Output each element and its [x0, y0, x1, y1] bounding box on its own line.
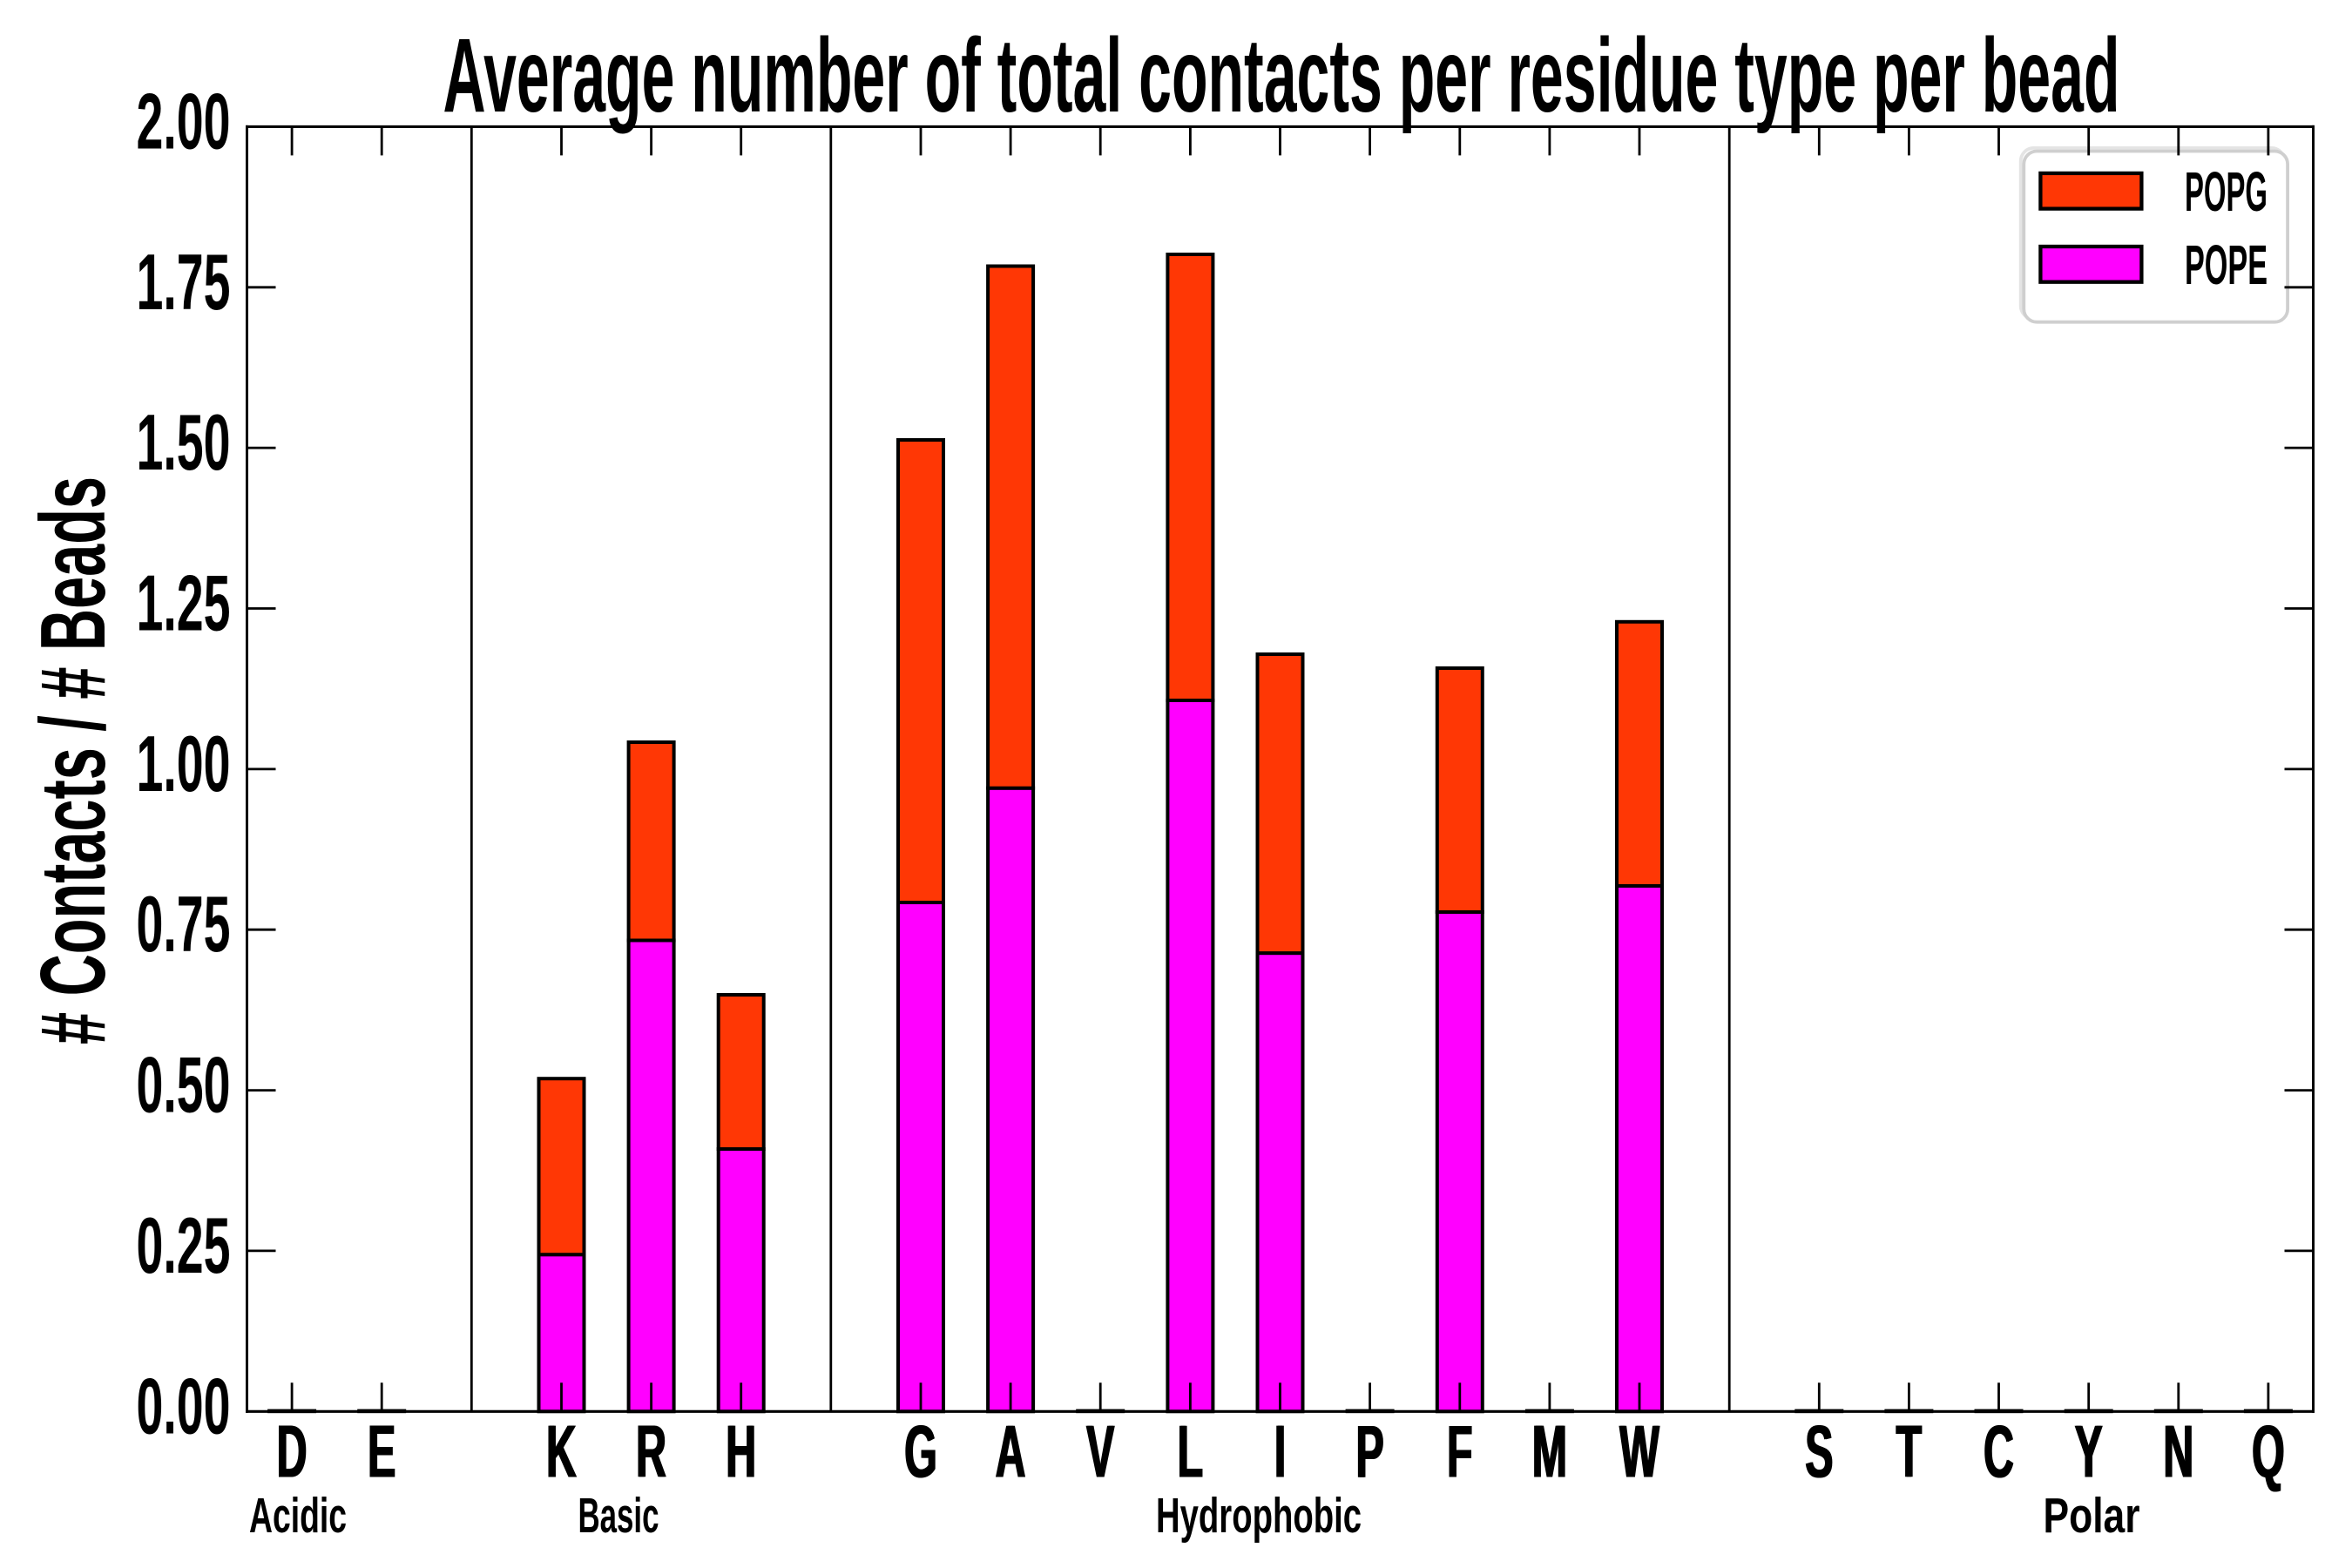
svg-text:F: F — [1448, 1409, 1474, 1493]
svg-text:POPG: POPG — [2185, 160, 2268, 223]
svg-text:Hydrophobic: Hydrophobic — [1156, 1489, 1362, 1544]
svg-text:R: R — [635, 1409, 666, 1493]
svg-text:Average number of total contac: Average number of total contacts per res… — [443, 17, 2120, 134]
svg-text:Acidic: Acidic — [249, 1489, 347, 1544]
svg-text:1.25: 1.25 — [137, 560, 231, 648]
svg-text:W: W — [1620, 1409, 1660, 1493]
svg-text:2.00: 2.00 — [137, 78, 231, 166]
svg-text:D: D — [277, 1409, 308, 1493]
svg-text:I: I — [1275, 1409, 1287, 1493]
svg-text:1.75: 1.75 — [137, 239, 231, 327]
svg-text:D: D — [276, 1409, 307, 1493]
svg-text:S: S — [1806, 1409, 1834, 1493]
svg-text:A: A — [996, 1409, 1026, 1493]
svg-text:C: C — [1984, 1409, 2015, 1493]
svg-text:G: G — [905, 1409, 938, 1493]
svg-text:# Contacts / # Beads: # Contacts / # Beads — [22, 476, 125, 1044]
svg-text:Y: Y — [2075, 1409, 2103, 1493]
svg-text:K: K — [545, 1409, 576, 1493]
svg-text:W: W — [1619, 1409, 1659, 1493]
svg-text:0.00: 0.00 — [137, 1362, 231, 1450]
svg-text:L: L — [1177, 1409, 1203, 1493]
svg-text:POPE: POPE — [2185, 233, 2268, 296]
svg-text:V: V — [1085, 1409, 1113, 1493]
svg-text:T: T — [1896, 1409, 1922, 1493]
svg-text:0.50: 0.50 — [137, 1042, 231, 1130]
svg-text:K: K — [547, 1409, 578, 1493]
svg-text:Q: Q — [2251, 1409, 2284, 1493]
svg-text:V: V — [1087, 1409, 1115, 1493]
svg-text:Q: Q — [2253, 1409, 2286, 1493]
svg-text:Basic: Basic — [578, 1489, 659, 1544]
svg-text:H: H — [727, 1409, 757, 1493]
svg-text:0.25: 0.25 — [137, 1202, 231, 1290]
svg-text:S: S — [1804, 1409, 1832, 1493]
svg-text:F: F — [1446, 1409, 1472, 1493]
svg-text:E: E — [368, 1409, 396, 1493]
svg-text:T: T — [1896, 1409, 1923, 1493]
svg-text:Y: Y — [2074, 1409, 2102, 1493]
svg-text:E: E — [367, 1409, 395, 1493]
svg-text:G: G — [903, 1409, 936, 1493]
svg-text:1.50: 1.50 — [137, 399, 231, 487]
svg-text:P: P — [1356, 1409, 1384, 1493]
svg-text:A: A — [995, 1409, 1025, 1493]
svg-text:M: M — [1531, 1409, 1566, 1493]
svg-text:C: C — [1983, 1409, 2013, 1493]
svg-text:0.75: 0.75 — [137, 881, 231, 969]
svg-text:Polar: Polar — [2044, 1489, 2140, 1544]
svg-text:P: P — [1355, 1409, 1383, 1493]
svg-text:H: H — [725, 1409, 755, 1493]
svg-text:M: M — [1533, 1409, 1568, 1493]
svg-text:N: N — [2164, 1409, 2194, 1493]
svg-text:N: N — [2163, 1409, 2193, 1493]
svg-text:1.00: 1.00 — [137, 720, 231, 808]
svg-text:I: I — [1274, 1409, 1285, 1493]
svg-text:L: L — [1178, 1409, 1204, 1493]
svg-text:R: R — [637, 1409, 667, 1493]
